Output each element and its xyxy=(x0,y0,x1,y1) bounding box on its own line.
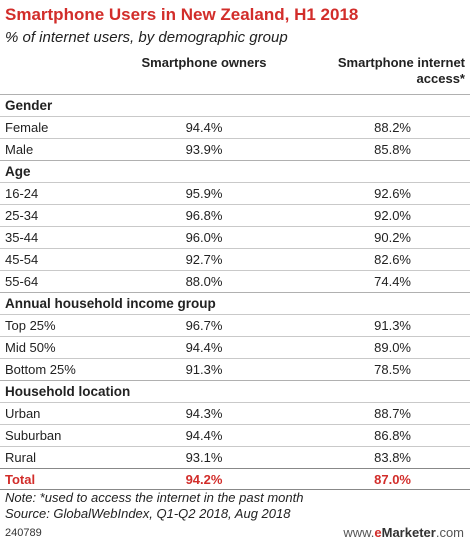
internet-access-value: 83.8% xyxy=(374,450,411,465)
table-row: 25-34 96.8% 92.0% xyxy=(0,204,470,226)
owners-value: 96.7% xyxy=(185,318,223,333)
row-label: Female xyxy=(5,120,49,135)
internet-access-value: 89.0% xyxy=(374,340,411,355)
column-header-owners: Smartphone owners xyxy=(141,55,267,70)
owners-value: 94.3% xyxy=(185,406,223,421)
owners-value: 94.4% xyxy=(185,428,223,443)
owners-value: 94.4% xyxy=(185,340,223,355)
table-row: Bottom 25% 91.3% 78.5% xyxy=(0,358,470,380)
table-row: Rural 93.1% 83.8% xyxy=(0,446,470,468)
row-label: 25-34 xyxy=(5,208,39,223)
total-internet-access-value: 87.0% xyxy=(374,472,411,487)
table-row: 55-64 88.0% 74.4% xyxy=(0,270,470,292)
section-label: Household location xyxy=(5,384,131,399)
internet-access-value: 91.3% xyxy=(374,318,411,333)
section-header: Household location xyxy=(0,380,470,402)
row-label: Bottom 25% xyxy=(5,362,76,377)
internet-access-value: 88.7% xyxy=(374,406,411,421)
row-label: Top 25% xyxy=(5,318,56,333)
table-row: Female 94.4% 88.2% xyxy=(0,116,470,138)
chart-subtitle: % of internet users, by demographic grou… xyxy=(5,29,288,46)
table-row: Male 93.9% 85.8% xyxy=(0,138,470,160)
owners-value: 91.3% xyxy=(185,362,223,377)
row-label: Suburban xyxy=(5,428,62,443)
table-row: Mid 50% 94.4% 89.0% xyxy=(0,336,470,358)
table-row: Suburban 94.4% 86.8% xyxy=(0,424,470,446)
internet-access-value: 82.6% xyxy=(374,252,411,267)
emarketer-logo[interactable]: www.eMarketer.com xyxy=(343,525,464,540)
row-label: Urban xyxy=(5,406,41,421)
footnote: Note: *used to access the internet in th… xyxy=(5,490,303,522)
total-row: Total 94.2% 87.0% xyxy=(0,468,470,490)
table-row: 16-24 95.9% 92.6% xyxy=(0,182,470,204)
section-label: Age xyxy=(5,164,31,179)
table-row: Urban 94.3% 88.7% xyxy=(0,402,470,424)
section-label: Gender xyxy=(5,98,53,113)
owners-value: 96.0% xyxy=(185,230,223,245)
table-row: Top 25% 96.7% 91.3% xyxy=(0,314,470,336)
owners-value: 93.9% xyxy=(185,142,223,157)
section-header: Annual household income group xyxy=(0,292,470,314)
section-header: Gender xyxy=(0,94,470,116)
table-row: 35-44 96.0% 90.2% xyxy=(0,226,470,248)
section-header: Age xyxy=(0,160,470,182)
row-label: Rural xyxy=(5,450,37,465)
internet-access-value: 92.6% xyxy=(374,186,411,201)
column-header-line2: access* xyxy=(416,71,465,86)
owners-value: 92.7% xyxy=(185,252,223,267)
internet-access-value: 74.4% xyxy=(374,274,411,289)
internet-access-value: 88.2% xyxy=(374,120,411,135)
owners-value: 94.4% xyxy=(185,120,223,135)
column-header-line1: Smartphone internet xyxy=(337,55,465,70)
logo-prefix: www. xyxy=(343,525,375,540)
section-label: Annual household income group xyxy=(5,296,216,311)
logo-name: Marketer xyxy=(381,525,436,540)
row-label: 45-54 xyxy=(5,252,39,267)
footnote-note: Note: *used to access the internet in th… xyxy=(5,490,304,505)
total-label: Total xyxy=(5,472,36,487)
logo-e: e xyxy=(374,525,382,540)
internet-access-value: 86.8% xyxy=(374,428,411,443)
row-label: 35-44 xyxy=(5,230,39,245)
table-row: 45-54 92.7% 82.6% xyxy=(0,248,470,270)
total-owners-value: 94.2% xyxy=(185,472,223,487)
owners-value: 93.1% xyxy=(185,450,223,465)
chart-title: Smartphone Users in New Zealand, H1 2018 xyxy=(5,5,359,24)
internet-access-value: 92.0% xyxy=(374,208,411,223)
internet-access-value: 78.5% xyxy=(374,362,411,377)
chart-id: 240789 xyxy=(5,527,42,539)
owners-value: 88.0% xyxy=(185,274,223,289)
row-label: 16-24 xyxy=(5,186,39,201)
internet-access-value: 85.8% xyxy=(374,142,411,157)
owners-value: 95.9% xyxy=(185,186,223,201)
logo-suffix: .com xyxy=(435,525,464,540)
row-label: Male xyxy=(5,142,34,157)
column-header-internet-access: Smartphone internet access* xyxy=(300,55,465,87)
row-label: Mid 50% xyxy=(5,340,56,355)
data-table: Gender Female 94.4% 88.2% Male 93.9% 85.8% Age 1… xyxy=(0,94,470,490)
footnote-source: Source: GlobalWebIndex, Q1-Q2 2018, Aug … xyxy=(5,506,291,521)
internet-access-value: 90.2% xyxy=(374,230,411,245)
owners-value: 96.8% xyxy=(185,208,223,223)
row-label: 55-64 xyxy=(5,274,39,289)
